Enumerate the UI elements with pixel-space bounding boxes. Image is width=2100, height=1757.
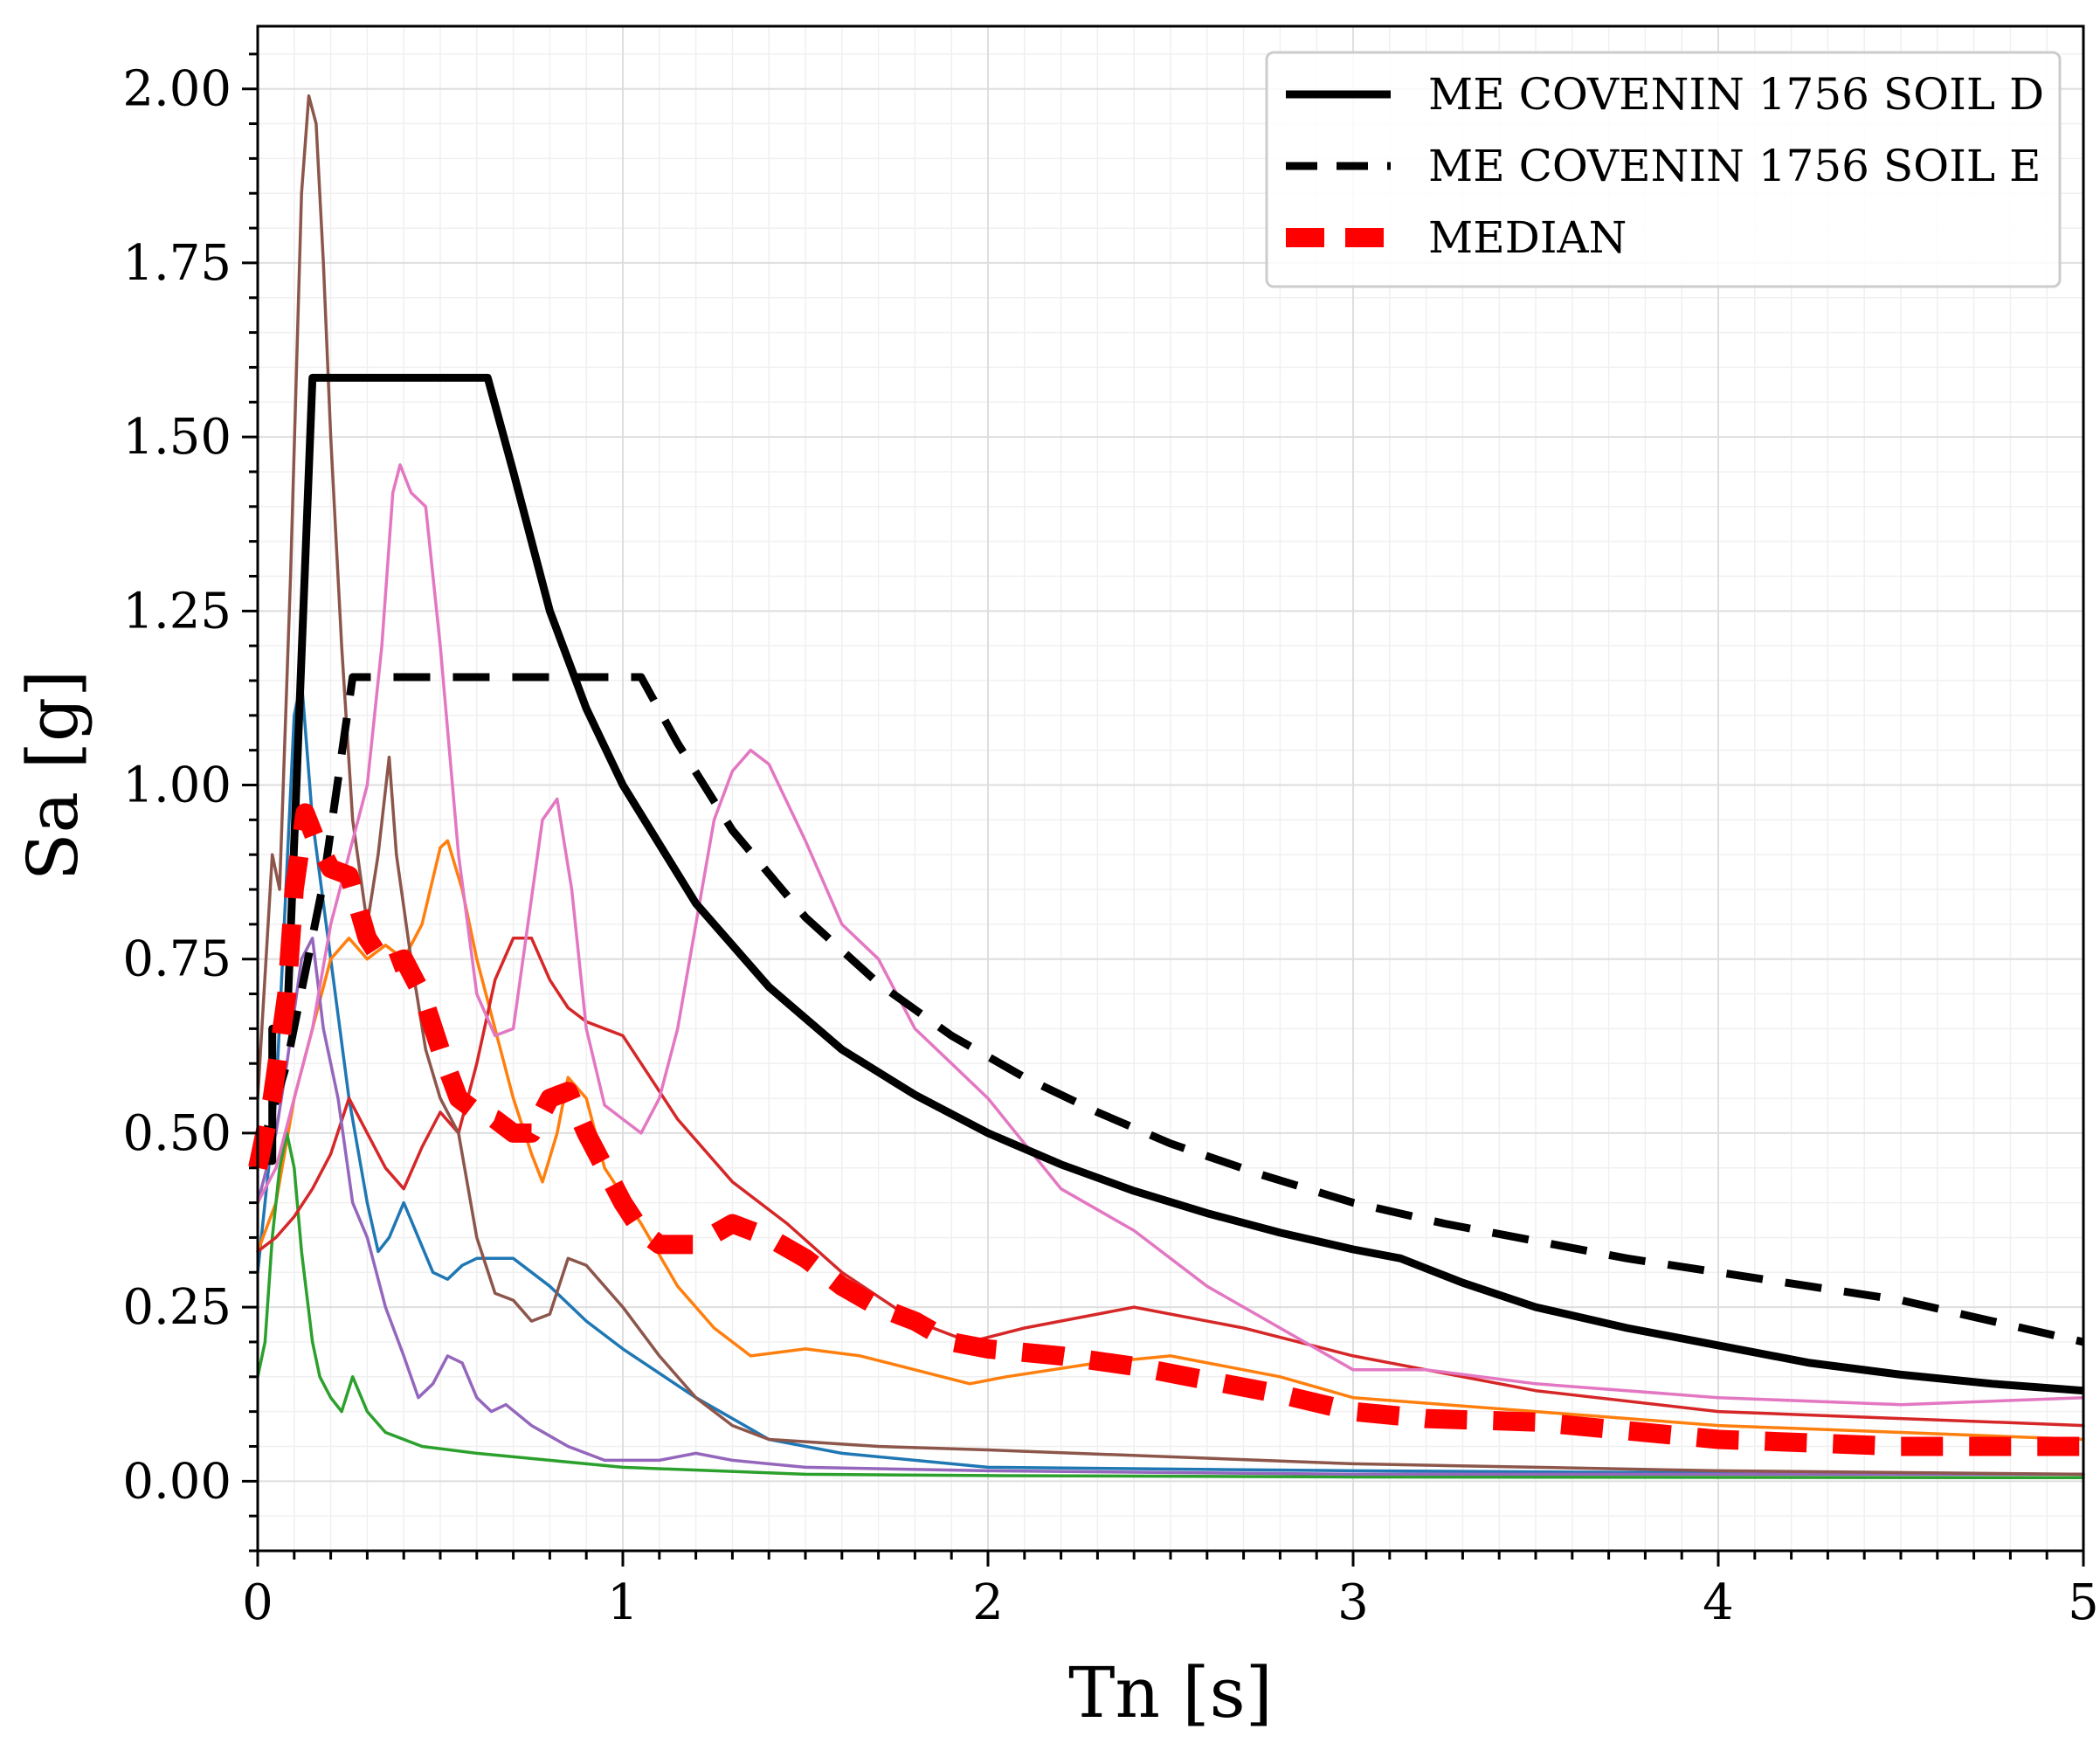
y-tick-label: 0.50 (122, 1105, 231, 1162)
x-tick-label: 5 (2068, 1574, 2099, 1631)
tick-labels: 0 1 2 3 4 5 0.00 0.25 0.50 0.75 1.00 1.25 1.50 1.75 2.… (122, 61, 2099, 1631)
y-tick-label: 1.50 (122, 409, 231, 466)
series-line-record-6 (256, 93, 2085, 1477)
legend-label: ME COVENIN 1756 SOIL D (1428, 69, 2044, 120)
x-tick-label: 2 (972, 1574, 1004, 1631)
series-line-record-3 (256, 1131, 2085, 1480)
x-tick-label: 0 (242, 1574, 273, 1631)
y-tick-label: 1.75 (122, 235, 231, 292)
y-tick-label: 1.25 (122, 583, 231, 640)
x-tick-label: 4 (1703, 1574, 1734, 1631)
series-line-record-5 (256, 937, 2085, 1477)
series-line-record-1 (256, 679, 2085, 1477)
y-tick-label: 0.25 (122, 1279, 231, 1336)
y-tick-label: 2.00 (122, 61, 231, 118)
series-line-me-covenin-1756-soil-d (258, 373, 2084, 1395)
legend-box (1265, 51, 2062, 288)
series-layer (248, 93, 2085, 1480)
legend-label: ME COVENIN 1756 SOIL E (1428, 141, 2041, 191)
y-tick-label: 1.00 (122, 757, 231, 814)
x-axis-title: Tn [s] (1068, 1652, 1273, 1733)
legend-label: MEDIAN (1428, 212, 1627, 263)
grid-minor (258, 26, 2083, 1552)
x-tick-label: 1 (607, 1574, 639, 1631)
y-tick-label: 0.75 (122, 931, 231, 988)
series-line-median (248, 803, 2083, 1456)
y-axis-title: Sa [g] (12, 670, 93, 882)
ticks-layer (242, 52, 2085, 1567)
y-tick-label: 0.00 (122, 1453, 231, 1510)
x-tick-label: 3 (1337, 1574, 1369, 1631)
series-line-record-7 (256, 463, 2085, 1407)
series-line-record-2 (256, 839, 2085, 1442)
series-line-me-covenin-1756-soil-e (253, 673, 2085, 1346)
series-line-record-4 (256, 937, 2085, 1428)
legend: ME COVENIN 1756 SOIL D ME COVENIN 1756 SO… (1265, 51, 2062, 288)
